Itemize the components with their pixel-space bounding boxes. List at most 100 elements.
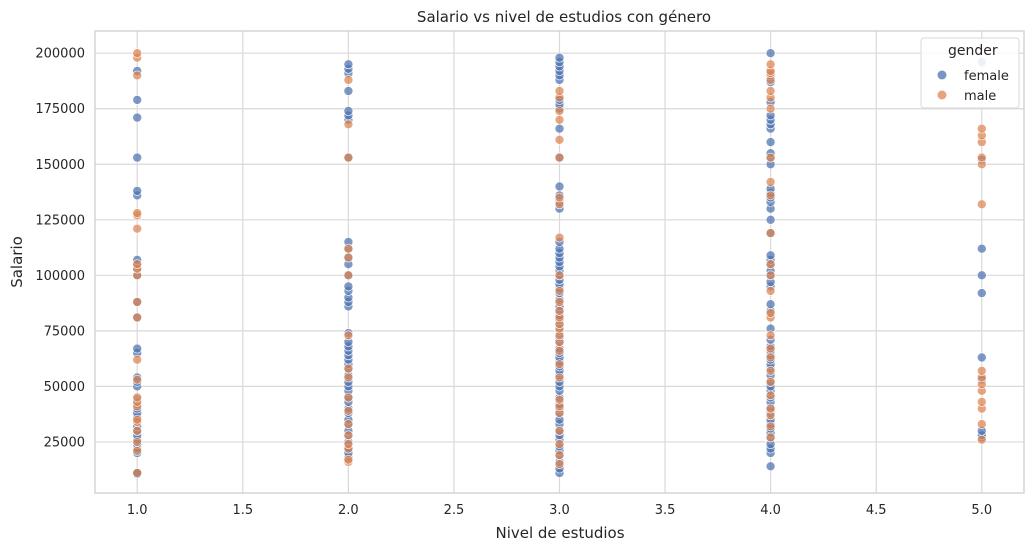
point-male [765, 190, 776, 201]
point-male [343, 405, 354, 416]
point-male [343, 372, 354, 383]
point-male [765, 330, 776, 341]
legend-title: gender [948, 43, 998, 59]
point-female [343, 281, 354, 292]
point-male [765, 365, 776, 376]
point-female [765, 48, 776, 59]
x-tick-label: 4.5 [866, 503, 887, 518]
point-female [132, 343, 142, 354]
point-male [554, 115, 565, 125]
point-male [554, 152, 565, 163]
point-female [343, 106, 354, 116]
point-male [554, 372, 565, 383]
x-tick-label: 2.5 [444, 503, 465, 518]
point-male [132, 70, 142, 81]
point-female [132, 186, 142, 196]
x-tick-label: 2.0 [338, 503, 359, 518]
point-female [554, 181, 565, 192]
y-tick-label: 75000 [44, 324, 85, 339]
point-male [765, 421, 776, 432]
point-male [765, 59, 776, 70]
point-male [765, 343, 776, 354]
point-female [132, 95, 142, 105]
point-female [976, 288, 987, 298]
point-male [132, 259, 142, 270]
point-male [132, 208, 142, 218]
point-male [554, 425, 565, 436]
point-female [554, 52, 565, 63]
chart-title: Salario vs nivel de estudios con género [417, 8, 711, 26]
legend-box [920, 37, 1020, 109]
point-male [765, 432, 776, 443]
point-male [765, 286, 776, 296]
y-tick-label: 100000 [35, 269, 85, 284]
point-male [976, 199, 987, 210]
point-male [132, 425, 142, 436]
point-male [554, 270, 565, 281]
y-axis-title: Salario [8, 236, 26, 288]
point-female [765, 137, 776, 147]
point-male [343, 75, 354, 85]
point-male [343, 152, 354, 163]
y-tick-label: 50000 [44, 380, 85, 395]
y-tick-label: 125000 [35, 213, 85, 228]
point-male [132, 414, 142, 425]
point-male [343, 439, 354, 449]
point-male [554, 135, 565, 145]
point-male [554, 459, 565, 469]
point-male [765, 103, 776, 114]
point-male [765, 403, 776, 414]
point-male [765, 308, 776, 318]
legend-marker-male [937, 90, 947, 100]
point-male [343, 363, 354, 374]
point-male [132, 392, 142, 403]
point-male [132, 374, 142, 385]
data-points [132, 48, 987, 479]
legend-label-male: male [964, 89, 996, 104]
point-female [343, 59, 354, 70]
point-male [343, 243, 354, 254]
point-male [132, 223, 142, 234]
point-male [765, 270, 776, 281]
point-male [343, 270, 354, 281]
plot-area-frame [94, 30, 1025, 494]
point-female [765, 299, 776, 310]
point-male [554, 306, 565, 316]
point-female [132, 112, 142, 123]
point-male [343, 419, 354, 429]
point-female [765, 215, 776, 225]
point-male [765, 377, 776, 387]
point-female [343, 86, 354, 96]
point-male [554, 86, 565, 96]
point-male [765, 177, 776, 187]
point-male [554, 192, 565, 203]
point-male [132, 354, 142, 365]
legend: gender female male [920, 37, 1020, 109]
x-tick-label: 4.0 [760, 503, 781, 518]
point-male [765, 228, 776, 238]
point-male [976, 419, 987, 429]
point-male [343, 454, 354, 465]
point-female [976, 352, 987, 363]
point-male [554, 359, 565, 370]
point-male [976, 434, 987, 445]
point-male [976, 123, 987, 134]
legend-marker-female [937, 70, 947, 80]
point-male [132, 48, 142, 59]
point-female [554, 123, 565, 134]
point-male [343, 119, 354, 130]
x-tick-label: 1.5 [232, 503, 253, 518]
x-tick-label: 5.0 [971, 503, 992, 518]
point-male [132, 437, 142, 447]
point-male [343, 330, 354, 341]
point-male [554, 106, 565, 116]
point-male [554, 345, 565, 356]
point-male [132, 468, 142, 478]
x-tick-label: 1.0 [127, 503, 148, 518]
point-male [343, 430, 354, 441]
point-male [765, 152, 776, 163]
y-tick-label: 25000 [44, 435, 85, 450]
point-male [765, 352, 776, 363]
x-axis-title: Nivel de estudios [495, 524, 624, 542]
point-male [132, 445, 142, 456]
